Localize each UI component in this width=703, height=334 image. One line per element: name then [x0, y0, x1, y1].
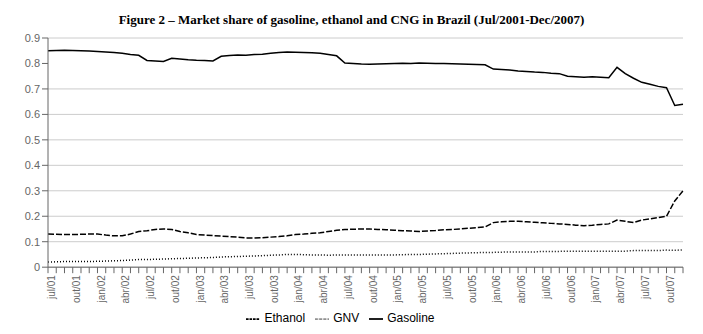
html-text:Figure 2 – Market share of gas: Figure 2 – Market share of gasoline, eth… — [118, 12, 585, 27]
svg-text:jul/03: jul/03 — [244, 275, 255, 300]
svg-text:out/03: out/03 — [269, 275, 280, 303]
svg-text:abr/03: abr/03 — [219, 275, 230, 304]
svg-text:jul/07: jul/07 — [640, 275, 651, 300]
svg-text:jul/02: jul/02 — [145, 275, 156, 300]
svg-text:0.2: 0.2 — [25, 210, 40, 222]
svg-text:abr/07: abr/07 — [615, 275, 626, 304]
svg-text:abr/06: abr/06 — [516, 275, 527, 304]
svg-text:jan/03: jan/03 — [195, 275, 206, 304]
svg-text:0.3: 0.3 — [25, 185, 40, 197]
html-text:Ethanol: Ethanol — [264, 311, 306, 326]
svg-text:jul/04: jul/04 — [343, 275, 354, 300]
svg-text:out/07: out/07 — [665, 275, 676, 303]
svg-text:0.6: 0.6 — [25, 108, 40, 120]
svg-text:jan/06: jan/06 — [491, 275, 502, 304]
svg-text:0.5: 0.5 — [25, 134, 40, 146]
svg-text:jul/01: jul/01 — [46, 275, 57, 300]
svg-text:out/06: out/06 — [566, 275, 577, 303]
svg-text:abr/02: abr/02 — [120, 275, 131, 304]
svg-text:0.9: 0.9 — [25, 32, 40, 44]
svg-text:out/01: out/01 — [71, 275, 82, 303]
svg-text:jan/07: jan/07 — [590, 275, 601, 304]
svg-text:abr/04: abr/04 — [318, 275, 329, 304]
svg-text:0.8: 0.8 — [25, 57, 40, 69]
html-text:Gasoline: Gasoline — [387, 311, 435, 326]
svg-text:jan/04: jan/04 — [294, 275, 305, 304]
svg-text:out/05: out/05 — [467, 275, 478, 303]
svg-text:abr/05: abr/05 — [417, 275, 428, 304]
svg-text:jul/05: jul/05 — [442, 275, 453, 300]
svg-text:jan/02: jan/02 — [96, 275, 107, 304]
svg-text:0.4: 0.4 — [25, 159, 40, 171]
svg-text:jan/05: jan/05 — [392, 275, 403, 304]
svg-text:0.7: 0.7 — [25, 83, 40, 95]
svg-text:jul/06: jul/06 — [541, 275, 552, 300]
svg-text:0: 0 — [34, 261, 40, 273]
svg-text:0.1: 0.1 — [25, 236, 40, 248]
html-text:GNV: GNV — [333, 311, 360, 326]
svg-text:out/02: out/02 — [170, 275, 181, 303]
svg-text:out/04: out/04 — [368, 275, 379, 303]
